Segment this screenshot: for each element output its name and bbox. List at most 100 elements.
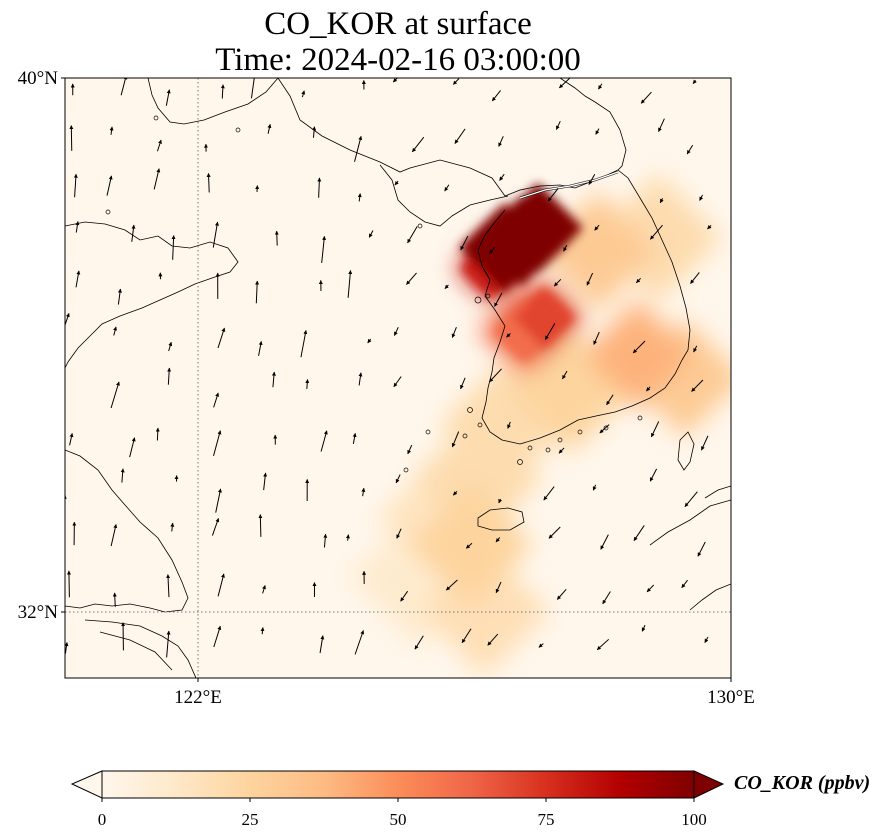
wind-arrow-69 — [323, 533, 328, 548]
wind-arrow-12 — [120, 78, 128, 96]
wind-arrow-33 — [170, 522, 175, 532]
y-tick-40N: 40°N — [18, 68, 59, 89]
wind-arrow-122 — [547, 188, 559, 202]
wind-arrow-87 — [407, 226, 418, 244]
wind-arrow-103 — [451, 431, 460, 448]
wind-arrow-45 — [211, 517, 220, 536]
wind-arrow-26 — [153, 168, 161, 190]
wind-arrow-167 — [704, 636, 709, 643]
tsushima — [677, 431, 695, 471]
wind-arrow-5 — [65, 312, 70, 327]
y-tick-32N: 32°N — [18, 602, 59, 623]
wind-arrow-42 — [213, 392, 220, 408]
colorbar-tick-label-4: 100 — [681, 810, 707, 829]
wind-arrow-150 — [646, 386, 651, 392]
wind-arrow-151 — [650, 421, 660, 438]
jeju-island — [477, 507, 525, 531]
wind-arrow-31 — [155, 427, 160, 441]
wind-arrow-165 — [697, 541, 706, 557]
wind-arrow-44 — [215, 488, 222, 513]
wind-arrow-78 — [358, 372, 363, 386]
wind-arrow-77 — [367, 338, 372, 344]
china-east-coast — [65, 449, 189, 613]
colorbar-tick-label-2: 50 — [390, 810, 407, 829]
colorbar-extend-max — [693, 770, 725, 799]
wind-arrow-53 — [258, 340, 263, 356]
yangtze-estuary — [84, 619, 197, 678]
wind-arrow-88 — [406, 272, 417, 285]
bohai-north-coast — [277, 78, 506, 197]
wind-arrow-51 — [274, 230, 279, 246]
wind-arrow-91 — [407, 444, 413, 455]
wind-arrow-19 — [129, 437, 136, 458]
wind-arrow-158 — [699, 194, 704, 201]
wind-arrow-152 — [649, 468, 658, 482]
colorbar: 0 25 50 75 100 CO_KOR (ppbv) — [70, 770, 870, 829]
wind-arrow-112 — [494, 292, 503, 307]
wind-arrow-127 — [558, 447, 565, 454]
wind-arrow-30 — [167, 367, 172, 385]
wind-arrow-104 — [452, 490, 458, 496]
wind-arrow-97 — [454, 128, 466, 144]
wind-arrow-110 — [499, 173, 505, 181]
wind-arrow-90 — [393, 376, 402, 388]
wind-arrow-58 — [262, 585, 266, 594]
wind-arrow-135 — [594, 224, 600, 231]
wind-arrow-11 — [65, 642, 69, 654]
wind-arrow-156 — [692, 79, 697, 84]
wind-arrow-119 — [487, 633, 499, 646]
gridlines — [65, 78, 731, 678]
wind-arrow-92 — [395, 474, 401, 484]
wind-arrow-22 — [112, 592, 117, 607]
wind-arrow-14 — [106, 175, 113, 196]
wind-arrow-138 — [606, 394, 614, 406]
wind-arrow-65 — [300, 330, 308, 358]
wind-arrow-93 — [396, 528, 402, 539]
wind-arrow-81 — [345, 534, 350, 541]
wind-arrow-139 — [599, 424, 610, 434]
wind-arrow-13 — [109, 126, 114, 135]
wind-arrow-129 — [548, 526, 561, 539]
x-tick-122E: 122°E — [174, 687, 222, 708]
wind-arrow-144 — [640, 91, 652, 104]
chart-subtitle-time: Time: 2024-02-16 03:00:00 — [215, 42, 580, 78]
wind-arrow-79 — [352, 432, 357, 444]
wind-arrow-73 — [354, 135, 363, 162]
kyushu-coast-2 — [649, 499, 731, 546]
wind-arrow-154 — [646, 584, 655, 593]
colorbar-tick-label-0: 0 — [98, 810, 107, 829]
korea-west-coast — [477, 209, 506, 441]
wind-vectors — [65, 78, 712, 658]
wind-arrow-162 — [691, 379, 704, 392]
wind-arrow-60 — [301, 90, 306, 98]
wind-arrow-145 — [658, 118, 665, 132]
wind-arrow-27 — [171, 235, 176, 260]
wind-arrow-71 — [319, 635, 325, 654]
liaodong-peninsula — [379, 164, 509, 227]
co-plume-layer — [347, 172, 731, 678]
wind-arrow-83 — [354, 630, 365, 655]
wind-arrow-111 — [489, 247, 496, 254]
wind-arrow-153 — [633, 525, 645, 542]
wind-arrow-143 — [596, 638, 610, 651]
wind-arrow-38 — [206, 172, 211, 193]
wind-arrow-36 — [220, 84, 225, 99]
colorbar-tick-label-1: 25 — [242, 810, 259, 829]
wind-arrow-164 — [684, 491, 698, 507]
korea-south-coast — [501, 359, 683, 445]
wind-arrow-48 — [250, 78, 255, 99]
colorbar-gradient — [102, 771, 694, 798]
wind-arrow-17 — [113, 326, 118, 336]
wind-arrow-86 — [394, 180, 399, 186]
wind-arrow-140 — [592, 484, 597, 491]
wind-arrow-15 — [131, 224, 136, 242]
wind-arrow-163 — [700, 435, 709, 451]
wind-arrow-161 — [693, 345, 698, 353]
wind-arrow-125 — [544, 323, 556, 340]
wind-arrow-2 — [73, 173, 78, 198]
wind-arrow-59 — [260, 627, 265, 635]
wind-arrow-16 — [117, 288, 122, 305]
wind-arrow-54 — [271, 371, 276, 388]
wind-arrow-136 — [586, 272, 594, 286]
